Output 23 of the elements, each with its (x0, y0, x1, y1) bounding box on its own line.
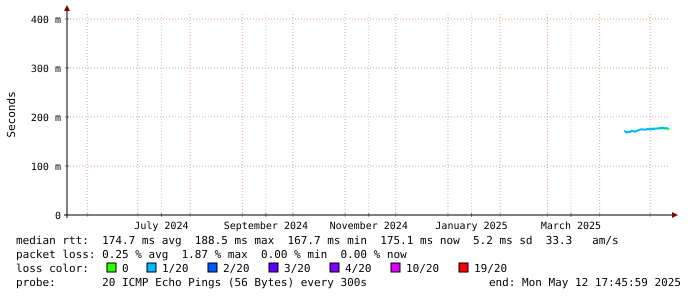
text: median rtt: 174.7 ms avg 188.5 ms max 167.7 ms min 175.1 ms now 5.2 ms sd 33.3 am/s (16, 234, 619, 247)
x-tick-label: July 2024 (134, 221, 188, 232)
legend-label: 3/20 (284, 262, 310, 275)
y-tick-label: 400 m (30, 14, 61, 26)
legend-label: 1/20 (162, 262, 188, 275)
y-tick-label: 300 m (30, 64, 61, 75)
y-tick-label: 0 (54, 211, 61, 222)
legend-label: 19/20 (474, 262, 508, 275)
legend-label: 4/20 (345, 262, 372, 275)
legend-title: loss color: (16, 262, 89, 275)
legend-label: 2/20 (223, 262, 250, 275)
x-tick-label: November 2024 (330, 221, 408, 232)
text: probe: 20 ICMP Echo Pings (56 Bytes) every 300s (16, 276, 367, 289)
legend-label: 0 (122, 262, 129, 275)
y-tick-label: 100 m (30, 162, 61, 173)
y-tick-label: 200 m (30, 112, 61, 124)
legend-label: 10/20 (406, 262, 440, 275)
x-tick-label: January 2025 (435, 221, 508, 232)
x-tick-label: September 2024 (224, 221, 308, 232)
text: packet loss: 0.25 % avg 1.87 % max 0.00 % min 0.00 % now (16, 248, 408, 261)
text: end: Mon May 12 17:45:59 2025 (488, 276, 681, 289)
x-tick-label: March 2025 (540, 221, 602, 232)
y-axis-title: Seconds (5, 91, 18, 138)
